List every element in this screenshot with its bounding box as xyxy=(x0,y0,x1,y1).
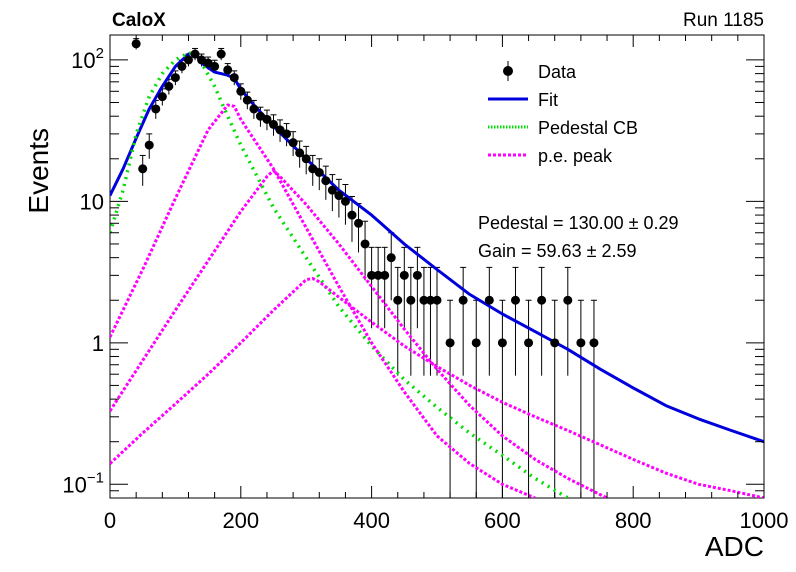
x-tick-label: 400 xyxy=(353,508,390,533)
data-point xyxy=(412,270,422,280)
y-tick-base: 10 xyxy=(71,48,95,73)
pe-peak-curve xyxy=(110,277,764,498)
data-point xyxy=(419,295,429,305)
experiment-label: CaloX xyxy=(112,10,166,31)
data-point xyxy=(576,338,586,348)
x-axis-ticks: 0 200 400 600 800 1000 xyxy=(104,35,789,533)
data-point xyxy=(242,95,252,105)
data-point xyxy=(563,295,573,305)
x-tick-label: 200 xyxy=(222,508,259,533)
data-point xyxy=(223,65,233,75)
data-point xyxy=(386,253,396,263)
plot-frame xyxy=(109,34,765,499)
data-point xyxy=(164,81,174,91)
legend: Data Fit Pedestal CB p.e. peak xyxy=(488,61,638,166)
data-point xyxy=(190,49,200,59)
data-point xyxy=(347,210,357,220)
data-point xyxy=(262,114,272,124)
data-point xyxy=(432,295,442,305)
data-point xyxy=(138,164,148,174)
data-point xyxy=(497,338,507,348)
data-point xyxy=(484,295,494,305)
x-tick-label: 0 xyxy=(104,508,116,533)
fit-result-gain: Gain = 59.63 ± 2.59 xyxy=(478,241,637,261)
y-tick-exponent: 2 xyxy=(96,45,104,62)
data-point xyxy=(340,196,350,206)
pedestal-cb-curve xyxy=(110,51,569,498)
data-point xyxy=(269,119,278,129)
data-point xyxy=(589,338,599,348)
data-points xyxy=(131,39,599,348)
x-tick-label: 1000 xyxy=(740,508,789,533)
data-point xyxy=(458,295,468,305)
data-point xyxy=(288,138,298,148)
data-point xyxy=(151,104,161,114)
legend-label: Data xyxy=(538,62,577,82)
y-tick-label: 102 xyxy=(71,45,104,73)
data-point xyxy=(524,338,534,348)
y-tick-label: 10−1 xyxy=(62,469,104,497)
data-point xyxy=(354,218,364,228)
data-point xyxy=(380,270,390,280)
legend-marker-data xyxy=(503,66,513,76)
data-point xyxy=(229,73,239,83)
data-point xyxy=(327,185,337,195)
x-tick-label: 800 xyxy=(615,508,652,533)
data-point xyxy=(425,295,435,305)
y-axis-label: Events xyxy=(23,128,54,214)
pe-peak-curve xyxy=(110,103,536,498)
y-tick-label: 10 xyxy=(80,189,104,214)
data-point xyxy=(131,39,141,49)
data-point xyxy=(360,239,370,249)
data-point xyxy=(471,338,481,348)
legend-label: Fit xyxy=(538,90,558,110)
legend-label: Pedestal CB xyxy=(538,118,638,138)
y-tick-label: 1 xyxy=(92,331,104,356)
y-tick-exponent: −1 xyxy=(87,469,104,486)
data-point xyxy=(282,129,292,139)
data-point xyxy=(210,61,220,71)
data-point xyxy=(510,295,520,305)
data-point xyxy=(249,104,259,114)
data-point xyxy=(373,270,383,280)
data-point xyxy=(393,295,403,305)
data-point xyxy=(275,125,285,135)
x-tick-label: 600 xyxy=(484,508,521,533)
data-point xyxy=(216,49,226,59)
legend-label: p.e. peak xyxy=(538,146,613,166)
data-point xyxy=(334,191,344,201)
data-point xyxy=(144,140,154,150)
data-point xyxy=(314,167,324,177)
data-point xyxy=(236,86,246,96)
data-point xyxy=(177,61,187,71)
data-point xyxy=(537,295,547,305)
data-point xyxy=(550,338,560,348)
data-point xyxy=(157,92,167,102)
data-point xyxy=(445,338,455,348)
data-point xyxy=(183,55,193,65)
x-axis-label: ADC xyxy=(705,531,764,562)
data-point xyxy=(170,73,180,83)
data-point xyxy=(321,176,331,186)
y-tick-base: 10 xyxy=(62,472,86,497)
fit-result-pedestal: Pedestal = 130.00 ± 0.29 xyxy=(478,213,679,233)
data-point xyxy=(301,154,311,164)
data-point xyxy=(367,270,377,280)
run-label: Run 1185 xyxy=(683,10,764,31)
data-point xyxy=(295,148,305,158)
data-point xyxy=(399,270,409,280)
data-point xyxy=(406,295,416,305)
data-point xyxy=(308,164,318,174)
